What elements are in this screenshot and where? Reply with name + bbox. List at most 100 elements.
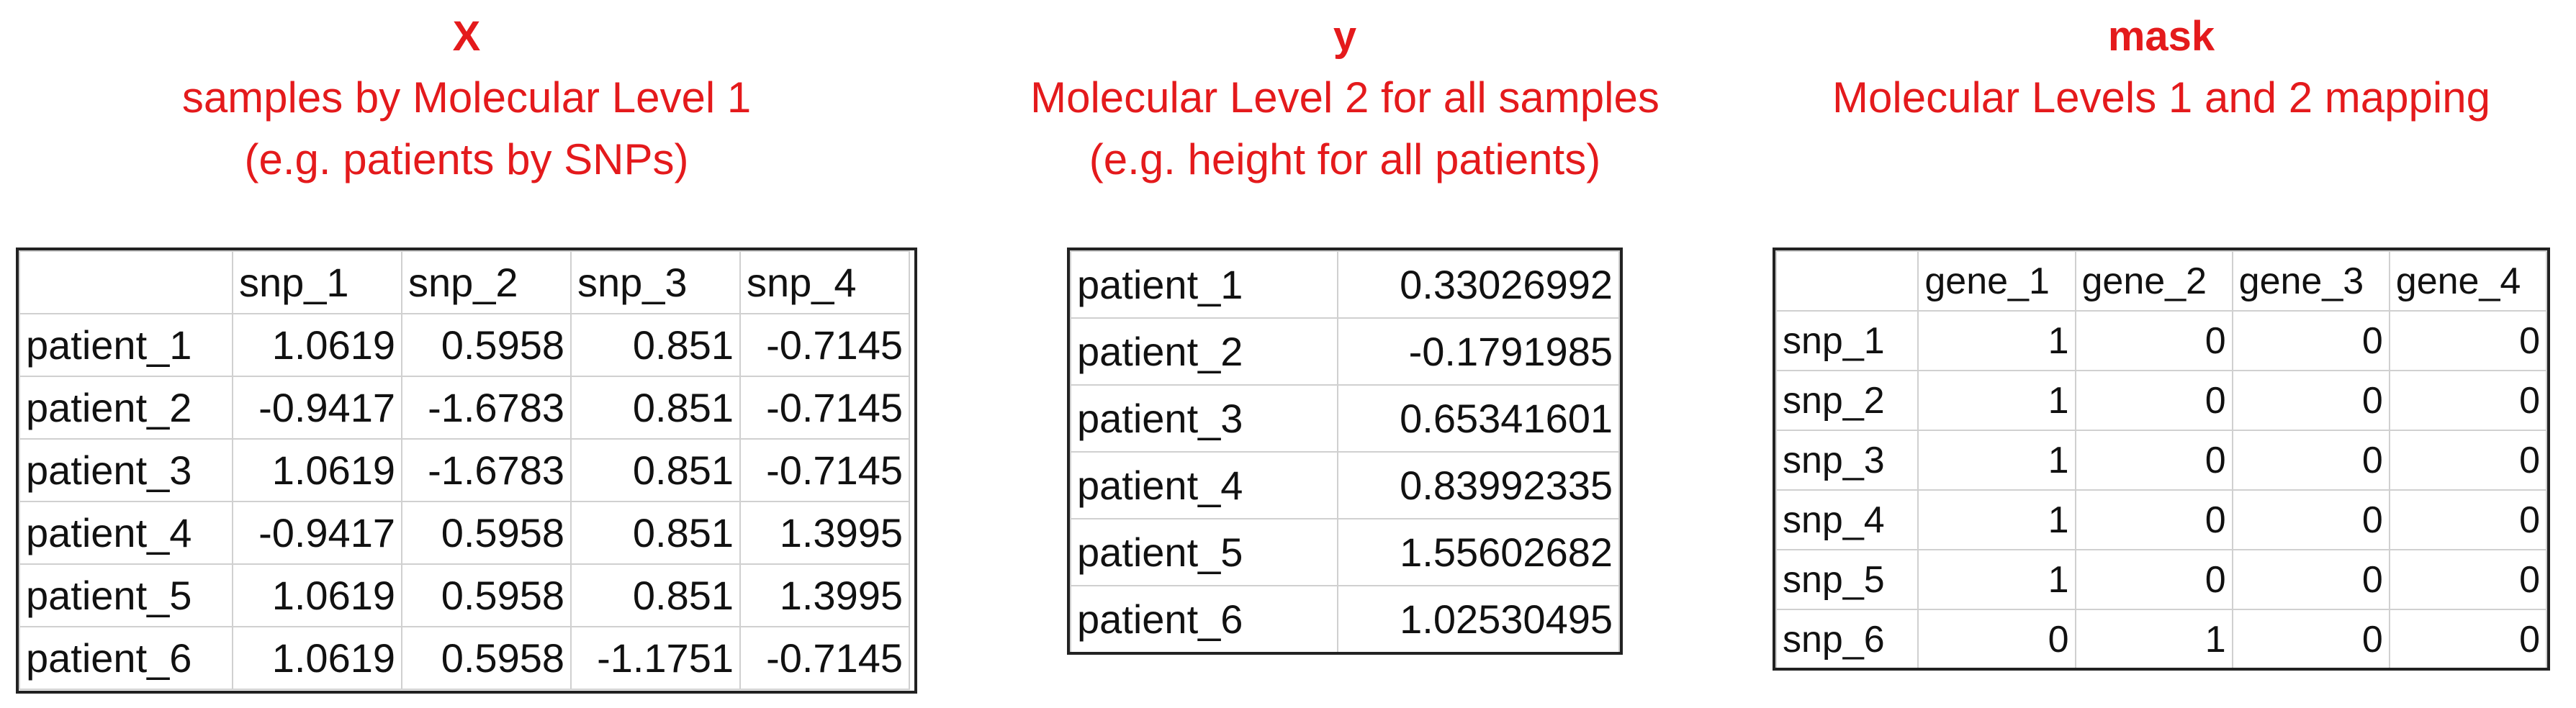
table-cell: 0.65341601 [1336,384,1620,453]
row-header: patient_3 [1070,384,1338,453]
row-header: patient_4 [1070,451,1338,519]
table-row: snp_2 1 0 0 0 [1775,370,2547,431]
table-row: patient_3 0.65341601 [1070,384,1620,453]
table-cell: 1 [1917,549,2076,610]
table-cell: 0 [1917,609,2076,668]
table-cell: 1 [1917,489,2076,550]
table-row: snp_1 1 0 0 0 [1775,310,2547,371]
row-header: patient_6 [1070,585,1338,652]
row-header: patient_3 [19,438,233,502]
table-cell: 0 [2231,609,2390,668]
table-row: patient_5 1.0619 0.5958 0.851 1.3995 [19,563,910,627]
mask-panel-name: mask [2107,13,2215,60]
table-row: patient_1 1.0619 0.5958 0.851 -0.7145 [19,313,910,377]
table-header-row: snp_1 snp_2 snp_3 snp_4 [19,250,910,314]
table-cell: -0.7145 [739,376,910,440]
column-header: gene_1 [1917,250,2076,312]
table-cell: 0 [2388,609,2547,668]
table-cell: 0 [2074,310,2233,371]
table-cell: 1.0619 [232,626,402,690]
table-cell: 0.851 [570,438,741,502]
table-cell: -0.9417 [232,376,402,440]
column-header: gene_2 [2074,250,2233,312]
mask-table: gene_1 gene_2 gene_3 gene_4 snp_1 1 0 0 … [1773,248,2550,671]
x-panel-example: (e.g. patients by SNPs) [244,135,689,183]
table-cell: 1.55602682 [1336,518,1620,586]
table-cell: 1 [2074,609,2233,668]
table-cell: 0 [2388,549,2547,610]
table-cell: 0.33026992 [1336,250,1620,319]
table-cell: 0 [2074,430,2233,491]
table-cell: 1.0619 [232,438,402,502]
table-cell: 0.851 [570,563,741,627]
table-cell: 0 [2388,370,2547,431]
x-panel-description: samples by Molecular Level 1 [181,73,752,122]
table-cell: -0.7145 [739,438,910,502]
table-cell: -0.1791985 [1336,317,1620,386]
table-cell: 0 [2388,310,2547,371]
table-row: patient_4 -0.9417 0.5958 0.851 1.3995 [19,501,910,565]
column-header: snp_3 [570,250,741,314]
table-cell: -1.6783 [401,376,572,440]
y-panel-description: Molecular Level 2 for all samples [1030,73,1659,122]
x-panel-title: X samples by Molecular Level 1 (e.g. pat… [16,16,917,200]
table-cell: 0 [2074,549,2233,610]
table-cell: 0 [2074,370,2233,431]
corner-cell [19,250,233,314]
x-table: snp_1 snp_2 snp_3 snp_4 patient_1 1.0619… [16,248,917,694]
table-cell: -0.7145 [739,626,910,690]
table-cell: 1 [1917,430,2076,491]
table-row: patient_4 0.83992335 [1070,451,1620,519]
table-cell: 1.0619 [232,563,402,627]
y-panel-example: (e.g. height for all patients) [1089,135,1601,183]
table-row: snp_6 0 1 0 0 [1775,609,2547,668]
table-cell: 0.851 [570,313,741,377]
table-cell: 0 [2388,489,2547,550]
table-cell: 0 [2231,489,2390,550]
row-header: patient_5 [1070,518,1338,586]
mask-panel-title: mask Molecular Levels 1 and 2 mapping [1729,16,2576,138]
table-row: patient_2 -0.9417 -1.6783 0.851 -0.7145 [19,376,910,440]
table-cell: -0.7145 [739,313,910,377]
table-header-row: gene_1 gene_2 gene_3 gene_4 [1775,250,2547,312]
table-cell: 1.02530495 [1336,585,1620,652]
row-header: snp_6 [1775,609,1919,668]
row-header: patient_4 [19,501,233,565]
y-panel-title: y Molecular Level 2 for all samples (e.g… [985,16,1705,200]
row-header: snp_3 [1775,430,1919,491]
table-cell: 0.5958 [401,563,572,627]
table-row: patient_6 1.0619 0.5958 -1.1751 -0.7145 [19,626,910,690]
table-cell: 0 [2231,430,2390,491]
column-header: snp_2 [401,250,572,314]
row-header: patient_5 [19,563,233,627]
corner-cell [1775,250,1919,312]
row-header: patient_1 [19,313,233,377]
table-row: patient_6 1.02530495 [1070,585,1620,652]
y-table: patient_1 0.33026992 patient_2 -0.179198… [1067,248,1623,655]
row-header: patient_2 [19,376,233,440]
x-panel-name: X [452,13,481,60]
column-header: gene_3 [2231,250,2390,312]
table-row: patient_5 1.55602682 [1070,518,1620,586]
table-cell: 0 [2231,310,2390,371]
table-cell: -0.9417 [232,501,402,565]
row-header: snp_2 [1775,370,1919,431]
table-cell: 0 [2231,549,2390,610]
table-cell: 1 [1917,310,2076,371]
y-panel-name: y [1333,13,1357,60]
table-cell: 1.3995 [739,563,910,627]
row-header: snp_5 [1775,549,1919,610]
table-row: snp_5 1 0 0 0 [1775,549,2547,610]
table-cell: 0 [2074,489,2233,550]
table-cell: 0.5958 [401,501,572,565]
table-row: patient_3 1.0619 -1.6783 0.851 -0.7145 [19,438,910,502]
table-row: snp_3 1 0 0 0 [1775,430,2547,491]
table-row: patient_2 -0.1791985 [1070,317,1620,386]
table-cell: 0 [2388,430,2547,491]
column-header: gene_4 [2388,250,2547,312]
table-cell: 0.851 [570,376,741,440]
table-cell: 0.851 [570,501,741,565]
mask-panel-description: Molecular Levels 1 and 2 mapping [1832,73,2490,122]
table-cell: 1.0619 [232,313,402,377]
table-cell: 1 [1917,370,2076,431]
